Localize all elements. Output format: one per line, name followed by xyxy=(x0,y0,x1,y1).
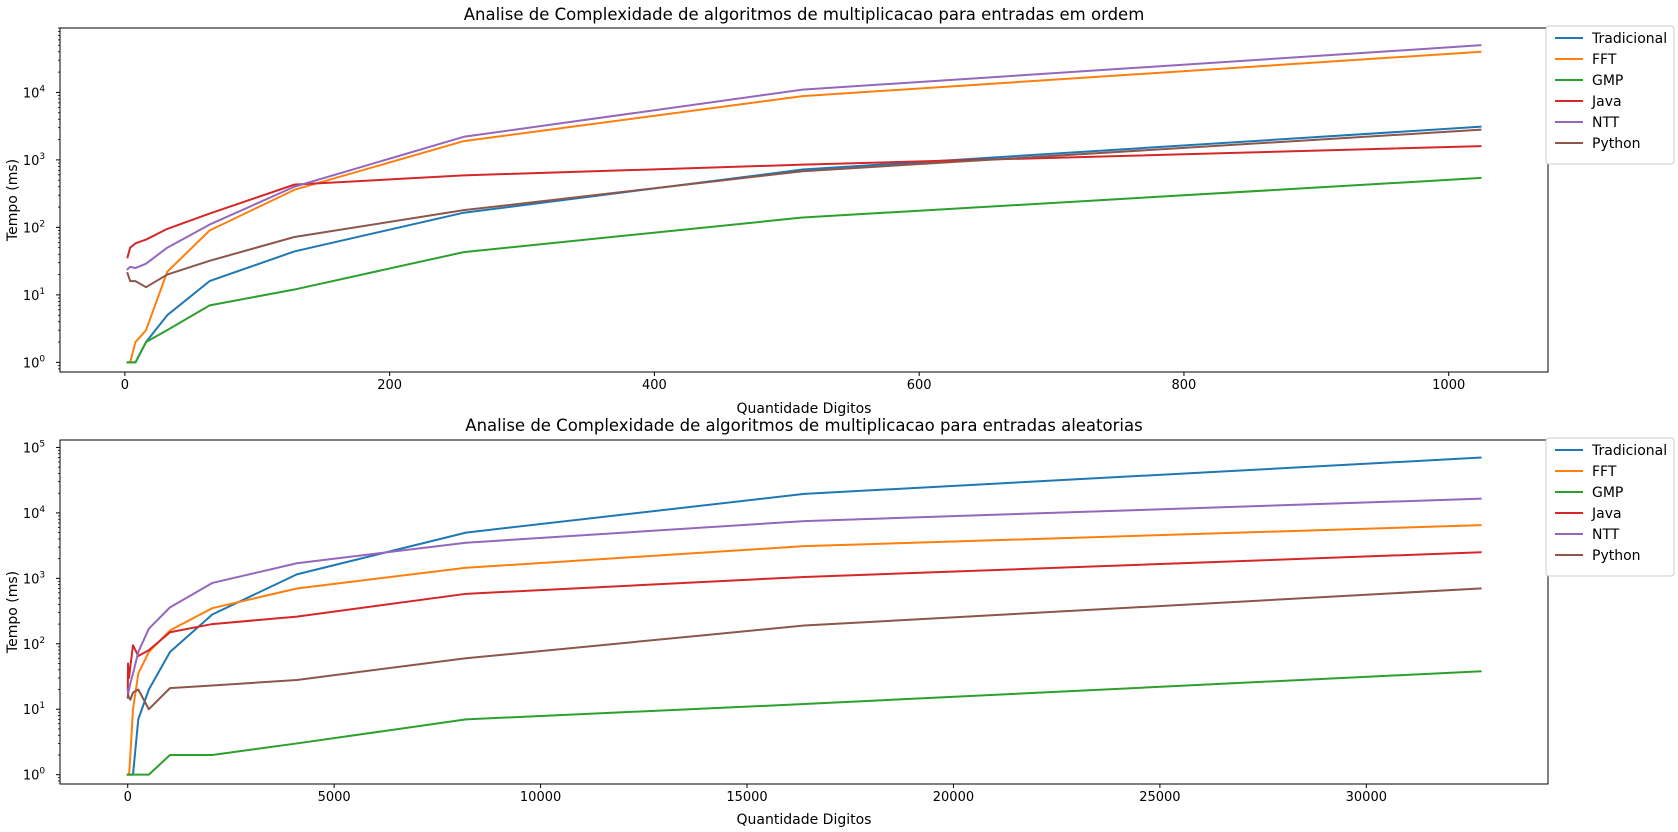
y-tick-label: 105 xyxy=(23,439,45,456)
x-tick-label: 0 xyxy=(121,378,129,393)
series-line-ntt xyxy=(126,497,1482,696)
legend: Tradicional FFT GMP Java NTT Python xyxy=(1545,25,1675,165)
y-tick-label: 104 xyxy=(23,84,46,101)
x-tick-label: 5000 xyxy=(318,790,351,805)
series-line-ntt xyxy=(126,44,1482,271)
legend-box xyxy=(1545,25,1675,165)
legend-label-ntt: NTT xyxy=(1592,115,1620,131)
y-tick-label: 101 xyxy=(23,287,45,304)
y-tick-label: 102 xyxy=(23,636,45,653)
series-line-python xyxy=(126,128,1482,289)
legend-label-ntt: NTT xyxy=(1592,527,1620,543)
chart-panel-2: Analise de Complexidade de algoritmos de… xyxy=(5,416,1675,828)
legend-label-python: Python xyxy=(1592,136,1641,152)
series-line-python xyxy=(126,587,1482,711)
legend-label-fft: FFT xyxy=(1592,52,1617,68)
plot-frame xyxy=(59,439,1549,785)
series-line-fft xyxy=(126,524,1482,776)
series-line-java xyxy=(126,145,1482,259)
y-axis-label: Tempo (ms) xyxy=(5,159,21,242)
legend-box xyxy=(1545,437,1675,577)
x-tick-label: 600 xyxy=(907,378,932,393)
legend-label-fft: FFT xyxy=(1592,464,1617,480)
legend-label-java: Java xyxy=(1591,506,1622,522)
y-tick-label: 101 xyxy=(23,701,45,718)
series-line-java xyxy=(126,551,1482,691)
x-tick-label: 20000 xyxy=(933,790,974,805)
legend: Tradicional FFT GMP Java NTT Python xyxy=(1545,437,1675,577)
series-line-tradicional xyxy=(126,125,1482,364)
chart-panel-1: Analise de Complexidade de algoritmos de… xyxy=(5,5,1675,417)
y-tick-label: 104 xyxy=(23,505,46,522)
x-tick-label: 15000 xyxy=(726,790,767,805)
legend-label-python: Python xyxy=(1592,548,1641,564)
chart-title: Analise de Complexidade de algoritmos de… xyxy=(464,5,1145,24)
x-tick-label: 30000 xyxy=(1346,790,1387,805)
y-tick-label: 103 xyxy=(23,152,45,169)
legend-label-java: Java xyxy=(1591,94,1622,110)
legend-label-tradicional: Tradicional xyxy=(1591,31,1667,47)
y-tick-label: 103 xyxy=(23,570,45,587)
legend-label-tradicional: Tradicional xyxy=(1591,443,1667,459)
x-tick-label: 25000 xyxy=(1139,790,1180,805)
legend-label-gmp: GMP xyxy=(1592,73,1623,89)
series-line-gmp xyxy=(126,176,1482,364)
x-tick-label: 800 xyxy=(1172,378,1197,393)
series-line-gmp xyxy=(126,670,1482,776)
series-line-fft xyxy=(126,50,1482,364)
y-axis-label: Tempo (ms) xyxy=(5,571,21,654)
x-tick-label: 0 xyxy=(124,790,132,805)
x-tick-label: 10000 xyxy=(520,790,561,805)
legend-label-gmp: GMP xyxy=(1592,485,1623,501)
y-tick-label: 100 xyxy=(23,354,46,371)
x-tick-label: 200 xyxy=(377,378,402,393)
y-tick-label: 102 xyxy=(23,219,45,236)
x-tick-label: 1000 xyxy=(1432,378,1465,393)
x-axis-label: Quantidade Digitos xyxy=(737,812,872,828)
x-tick-label: 400 xyxy=(642,378,667,393)
plot-frame xyxy=(59,27,1549,373)
chart-title: Analise de Complexidade de algoritmos de… xyxy=(465,416,1142,435)
y-tick-label: 100 xyxy=(23,767,46,784)
x-axis-label: Quantidade Digitos xyxy=(737,401,872,417)
